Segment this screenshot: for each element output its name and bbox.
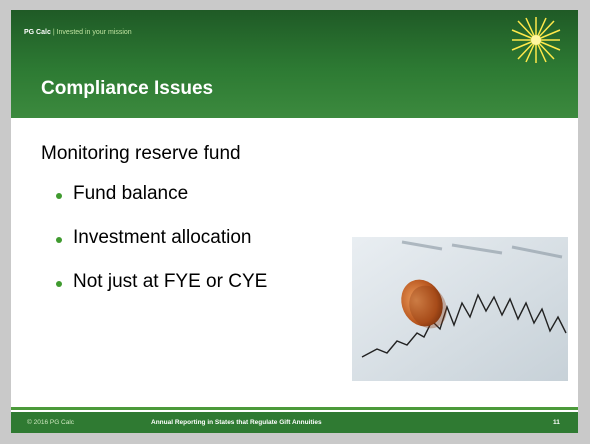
tagline: Invested in your mission [56,29,132,36]
footer: © 2016 PG Calc Annual Reporting in State… [11,412,578,433]
copyright: © 2016 PG Calc [27,419,75,426]
separator: | [52,29,55,36]
body-heading: Monitoring reserve fund [41,143,241,164]
bullet-dot [56,237,62,243]
bullet: Fund balance [73,183,189,204]
sun-icon [511,17,561,63]
bullet-dot [56,281,62,287]
footer-title: Annual Reporting in States that Regulate… [151,419,322,426]
page-number: 11 [553,419,560,426]
bullet: Not just at FYE or CYE [73,271,268,292]
brand: PG Calc [24,29,51,36]
slide: PG Calc | Invested in your mission Compl… [11,10,578,433]
header: PG Calc | Invested in your mission Compl… [11,10,578,118]
bullet-dot [56,193,62,199]
footer-rule [11,407,578,410]
penny-photo [352,237,568,381]
brand-line: PG Calc | Invested in your mission [24,29,132,36]
bullet: Investment allocation [73,227,252,248]
slide-title: Compliance Issues [41,78,214,99]
